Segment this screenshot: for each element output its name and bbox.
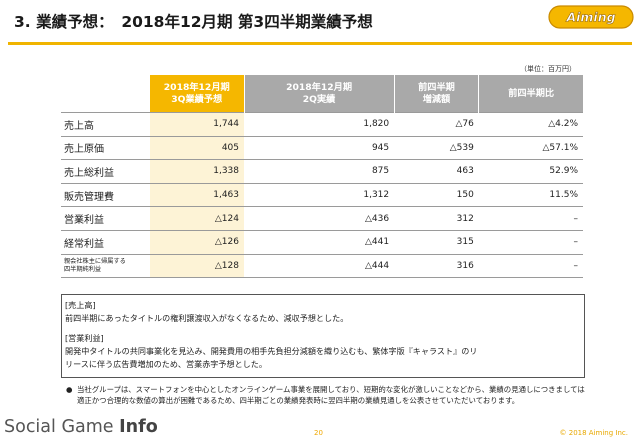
table-row: 親会社株主に帰属する 四半期純利益 △128 △444 316– <box>61 254 583 279</box>
table-header-actual: 2018年12月期 2Q実績 <box>243 75 395 113</box>
notes-sales-heading: [売上高] <box>65 300 96 310</box>
row-label: 親会社株主に帰属する 四半期純利益 <box>61 254 150 279</box>
table-row: 売上高 1,744 1,820 △76 △4.2% <box>61 112 583 137</box>
table-header-row: 2018年12月期 3Q業績予想 2018年12月期 2Q実績 前四半期 増減額 前四… <box>61 75 583 113</box>
financial-table: 2018年12月期 3Q業績予想 2018年12月期 2Q実績 前四半期 増減額 前四… <box>61 75 583 279</box>
row-label: 売上原価 <box>61 136 150 161</box>
table-row: 売上総利益 1,338 875 463 52.9% <box>61 159 583 184</box>
ratio-cell: – <box>478 254 583 279</box>
forecast-cell: 1,463 <box>150 183 244 208</box>
actual-cell: 1,820 <box>244 112 395 137</box>
aiming-logo: Aiming <box>548 5 634 29</box>
table-header-ratio: 前四半期比 <box>478 75 583 113</box>
notes-box: [売上高] 前四半期にあったタイトルの権利譲渡収入がなくなるため、減収予想とした… <box>61 294 585 378</box>
forecast-cell: △124 <box>150 206 244 231</box>
brand-light-text: Social Game <box>4 417 120 437</box>
forecast-cell: 1,338 <box>150 159 244 184</box>
page-number: 20 <box>314 429 323 437</box>
actual-cell: △441 <box>244 230 395 255</box>
notes-op-text-2: リースに伴う広告費増加のため、営業赤字予想とした。 <box>65 359 267 370</box>
forecast-cell: △126 <box>150 230 244 255</box>
change-cell: △539 <box>394 136 479 161</box>
row-label: 営業利益 <box>61 206 150 231</box>
row-label: 販売管理費 <box>61 183 150 208</box>
bullet-dot-icon: ● <box>66 385 73 394</box>
row-label: 経常利益 <box>61 230 150 255</box>
unit-note: （単位：百万円） <box>520 65 576 73</box>
ratio-cell: – <box>478 206 583 231</box>
logo-text: Aiming <box>565 10 615 25</box>
change-cell: 312 <box>394 206 479 231</box>
table-row: 営業利益 △124 △436 312– <box>61 206 583 231</box>
table-header-forecast: 2018年12月期 3Q業績予想 <box>150 75 244 113</box>
actual-cell: △444 <box>244 254 395 279</box>
change-cell: 150 <box>394 183 479 208</box>
forecast-cell: 1,744 <box>150 112 244 137</box>
change-cell: 315 <box>394 230 479 255</box>
disclaimer-bullet: ● 当社グループは、スマートフォンを中心としたオンラインゲーム事業を展開しており… <box>66 385 586 406</box>
actual-cell: 875 <box>244 159 395 184</box>
actual-cell: △436 <box>244 206 395 231</box>
row-label: 売上総利益 <box>61 159 150 184</box>
notes-op-text-1: 開発中タイトルの共同事業化を見込み、開発費用の相手先負担分減額を織り込むも、繁体… <box>65 345 478 356</box>
brand-bold-text: Info <box>119 417 158 437</box>
notes-sales-text: 前四半期にあったタイトルの権利譲渡収入がなくなるため、減収予想とした。 <box>65 313 349 324</box>
forecast-cell: △128 <box>150 254 244 279</box>
change-cell: 316 <box>394 254 479 279</box>
page-title: 3. 業績予想： 2018年12月期 第3四半期業績予想 <box>14 13 373 31</box>
table-header-change: 前四半期 増減額 <box>393 75 479 113</box>
disclaimer-text: 当社グループは、スマートフォンを中心としたオンラインゲーム事業を展開しており、短… <box>77 385 585 405</box>
ratio-cell: 52.9% <box>478 159 583 184</box>
table-row: 売上原価 405 945 △539 △57.1% <box>61 136 583 161</box>
notes-op-heading: [営業利益] <box>65 332 104 343</box>
ratio-cell: 11.5% <box>478 183 583 208</box>
actual-cell: 945 <box>244 136 395 161</box>
change-cell: △76 <box>394 112 479 137</box>
ratio-cell: △4.2% <box>478 112 583 137</box>
table-header-blank <box>61 75 150 113</box>
table-row: 販売管理費 1,463 1,312 150 11.5% <box>61 183 583 208</box>
actual-cell: 1,312 <box>244 183 395 208</box>
table-row: 経常利益 △126 △441 315– <box>61 230 583 255</box>
ratio-cell: – <box>478 230 583 255</box>
row-label: 売上高 <box>61 112 150 137</box>
ratio-cell: △57.1% <box>478 136 583 161</box>
header-divider <box>8 42 632 45</box>
forecast-cell: 405 <box>150 136 244 161</box>
copyright: © 2018 Aiming Inc. <box>559 429 628 437</box>
change-cell: 463 <box>394 159 479 184</box>
footer-brand: Social Game Info <box>4 417 158 437</box>
